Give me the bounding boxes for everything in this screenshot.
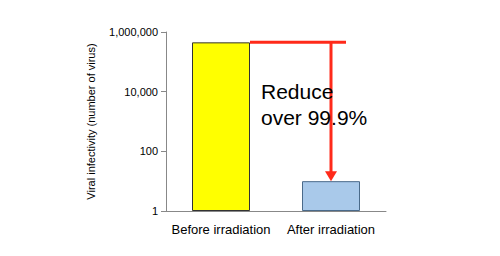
svg-text:over 99.9%: over 99.9% <box>261 106 367 129</box>
svg-text:Before irradiation: Before irradiation <box>172 222 271 237</box>
svg-text:100: 100 <box>140 145 158 157</box>
svg-text:After irradiation: After irradiation <box>287 222 375 237</box>
svg-text:1: 1 <box>152 205 158 217</box>
svg-text:Viral infectivity (number of v: Viral infectivity (number of virus) <box>85 43 97 199</box>
svg-text:Reduce: Reduce <box>261 80 333 103</box>
svg-text:10,000: 10,000 <box>124 86 158 98</box>
svg-text:1,000,000: 1,000,000 <box>109 26 158 38</box>
